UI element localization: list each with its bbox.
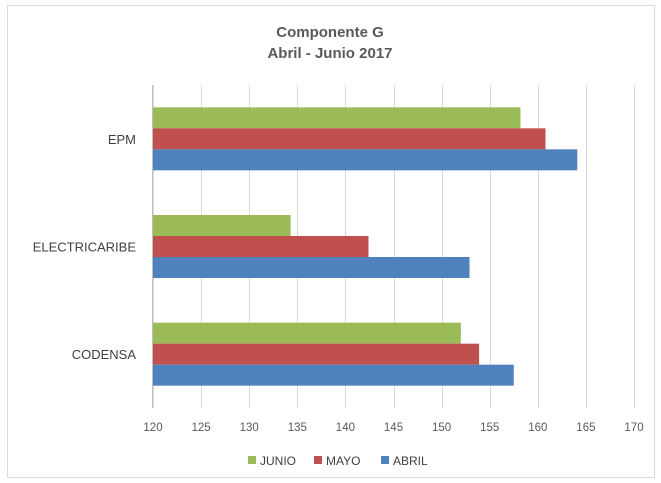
- x-tick-label: 135: [288, 422, 307, 434]
- bar-junio-2: [153, 322, 461, 344]
- x-tick-label: 130: [240, 422, 259, 434]
- legend-swatch-junio: [248, 456, 256, 464]
- legend-label-abril: ABRIL: [393, 454, 428, 468]
- bar-junio-1: [153, 215, 291, 236]
- x-tick-label: 145: [384, 422, 403, 434]
- x-tick-labels: 120 125 130 135 140 145 150 155 160 165 170: [143, 422, 643, 434]
- bar-mayo-2: [153, 343, 480, 365]
- category-label: EPM: [108, 132, 136, 147]
- bar-junio-0: [153, 107, 521, 129]
- bar-mayo-1: [153, 236, 369, 257]
- category-labels: EPM ELECTRICARIBE CODENSA: [33, 132, 137, 362]
- legend-swatch-abril: [381, 456, 389, 464]
- bar-abril-2: [153, 364, 514, 386]
- legend: JUNIO MAYO ABRIL: [248, 454, 428, 468]
- x-tick-label: 155: [480, 422, 499, 434]
- x-tick-label: 140: [336, 422, 355, 434]
- x-tick-label: 170: [624, 422, 643, 434]
- x-tick-label: 150: [432, 422, 451, 434]
- x-tick-label: 160: [528, 422, 547, 434]
- legend-label-mayo: MAYO: [326, 454, 360, 468]
- legend-label-junio: JUNIO: [260, 454, 296, 468]
- x-tick-label: 125: [192, 422, 211, 434]
- bar-mayo-0: [153, 128, 546, 150]
- x-tick-label: 120: [143, 422, 162, 434]
- bars: [152, 85, 578, 408]
- legend-swatch-mayo: [314, 456, 322, 464]
- x-tick-label: 165: [576, 422, 595, 434]
- category-label: ELECTRICARIBE: [33, 240, 137, 255]
- bar-abril-0: [153, 149, 578, 171]
- chart-title-line1: Componente G: [276, 24, 384, 41]
- category-label: CODENSA: [72, 347, 137, 362]
- bar-abril-1: [153, 257, 470, 278]
- chart-title-line2: Abril - Junio 2017: [267, 45, 392, 62]
